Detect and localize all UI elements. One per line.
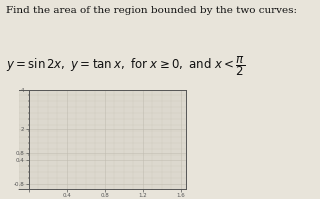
Text: $y = \sin 2x,\ y = \tan x,\ \mathrm{for}\ x \geq 0,\ \mathrm{and}\ x < \dfrac{\p: $y = \sin 2x,\ y = \tan x,\ \mathrm{for}… <box>6 55 246 78</box>
Text: Find the area of the region bounded by the two curves:: Find the area of the region bounded by t… <box>6 6 297 15</box>
